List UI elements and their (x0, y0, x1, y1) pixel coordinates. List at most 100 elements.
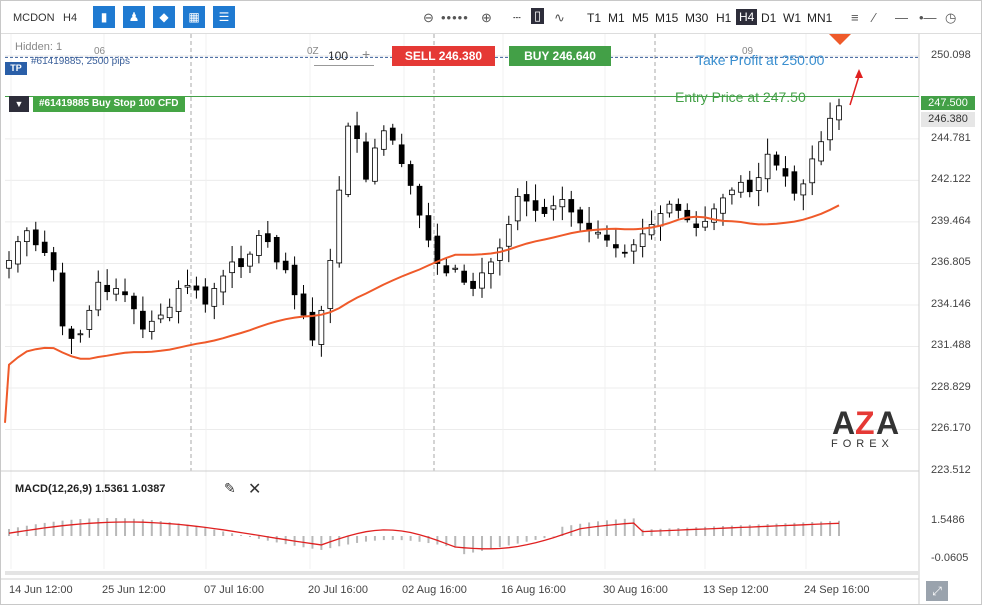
macd-histogram-bar (525, 536, 528, 542)
drawing-tools-icon[interactable]: ◆ (153, 6, 175, 28)
macd-histogram-bar (97, 518, 100, 536)
candle-body (639, 233, 646, 248)
macd-histogram-bar (373, 536, 376, 541)
symbol-label[interactable]: MCDON (13, 12, 55, 24)
buy-button[interactable]: BUY 246.640 (509, 46, 611, 66)
candle-body (452, 267, 459, 270)
tf-MN1[interactable]: MN1 (807, 11, 833, 25)
line-chart-icon[interactable]: ∿ (554, 10, 565, 25)
templates-icon[interactable]: ▦ (183, 6, 205, 28)
candle-body (113, 288, 119, 295)
price-tick-label: 239.464 (931, 214, 971, 227)
candle-body (166, 306, 173, 319)
macd-histogram-bar (570, 525, 573, 536)
macd-histogram-bar (356, 536, 359, 543)
tf-H1[interactable]: H1 (716, 11, 732, 25)
take-profit-tag[interactable]: TP (5, 62, 27, 75)
tf-M30[interactable]: M30 (685, 11, 709, 25)
macd-histogram-bar (257, 536, 260, 539)
macd-histogram-bar (829, 521, 832, 536)
macd-histogram-bar (561, 526, 564, 536)
zoom-out-icon[interactable]: ⊖ (423, 10, 434, 25)
macd-histogram-bar (88, 518, 91, 536)
close-icon[interactable]: ✕ (248, 481, 262, 498)
macd-histogram-bar (838, 520, 840, 536)
candle-body (175, 288, 182, 312)
macd-histogram-bar (61, 520, 64, 536)
candle-body (407, 164, 414, 186)
macd-histogram-bar (498, 536, 501, 548)
zoom-in-icon[interactable]: ⊕ (481, 10, 492, 25)
tf-W1[interactable]: W1 (783, 11, 801, 25)
tf-D1[interactable]: D1 (761, 11, 777, 25)
trendline-icon[interactable]: ∕ (873, 10, 876, 25)
macd-histogram-bar (132, 518, 135, 536)
candle-body (648, 224, 655, 236)
macd-histogram-bar (695, 527, 698, 536)
candle-body (41, 241, 48, 253)
macd-histogram-bar (106, 518, 109, 536)
candle-body (220, 275, 227, 293)
time-tick-label: 07 Jul 16:00 (204, 584, 264, 596)
candle-body (273, 236, 280, 263)
indicators-icon[interactable]: ♟ (123, 6, 145, 28)
macd-histogram-bar (677, 528, 680, 536)
macd-histogram-bar (311, 536, 314, 549)
price-tick-label: 223.512 (931, 464, 971, 476)
time-tick-label: 13 Sep 12:00 (703, 584, 769, 596)
bars-icon[interactable]: ┄ (513, 10, 521, 25)
candle-body (630, 244, 637, 252)
expand-icon[interactable]: ⤢ (926, 581, 948, 601)
candle-body (354, 125, 360, 140)
crosshair-icon[interactable]: •— (919, 10, 937, 25)
macd-histogram-bar (784, 523, 787, 536)
macd-histogram-bar (481, 536, 484, 551)
macd-histogram-bar (811, 522, 814, 536)
macd-histogram-bar (302, 536, 305, 548)
tf-M1[interactable]: M1 (608, 11, 625, 25)
candles-icon[interactable]: ▯ (531, 8, 545, 24)
time-tick-label: 25 Jun 12:00 (102, 584, 166, 596)
macd-histogram-bar (400, 536, 403, 541)
macd-histogram-bar (793, 522, 796, 536)
candle-body (95, 281, 102, 311)
candle-body (497, 247, 503, 261)
entry-price-tag: 247.500 (921, 96, 975, 110)
chart-type-icon[interactable]: ▮ (93, 6, 115, 28)
macd-histogram-bar (507, 536, 510, 546)
tf-M15[interactable]: M15 (655, 11, 679, 25)
candle-body (202, 286, 209, 305)
edit-pencil-icon[interactable]: ✎ (224, 480, 236, 496)
macd-histogram-bar (195, 526, 198, 536)
price-chart[interactable] (1, 34, 981, 604)
settings-icon[interactable]: ☰ (213, 6, 235, 28)
timer-icon[interactable]: ◷ (945, 10, 957, 25)
macd-histogram-bar (686, 527, 689, 536)
fibonacci-icon[interactable]: ≡ (851, 10, 859, 25)
period-separator-label: 09 (742, 46, 754, 57)
order-dropdown-icon[interactable]: ▼ (9, 96, 29, 112)
macd-histogram-bar (418, 536, 421, 542)
tf-M5[interactable]: M5 (632, 11, 649, 25)
candle-body (434, 235, 441, 264)
tf-H4[interactable]: H4 (736, 9, 758, 25)
macd-histogram-bar (704, 526, 707, 536)
candle-body (568, 199, 575, 213)
candle-body (532, 200, 539, 211)
macd-histogram-bar (141, 519, 144, 536)
zoom-slider-icon[interactable]: ••••• (441, 10, 469, 25)
horizontal-line-icon[interactable]: — (895, 10, 908, 25)
pending-order-label[interactable]: #61419885 Buy Stop 100 CFD (33, 96, 185, 112)
candle-body (15, 241, 21, 265)
current-price-tag: 246.380 (921, 112, 975, 127)
candle-body (398, 144, 405, 164)
macd-histogram-bar (730, 525, 733, 536)
sell-button[interactable]: SELL 246.380 (392, 46, 495, 66)
candle-body (327, 260, 334, 309)
tf-T1[interactable]: T1 (587, 11, 602, 25)
plus-icon[interactable]: + (362, 46, 371, 62)
macd-histogram-bar (409, 536, 412, 541)
period-label[interactable]: H4 (63, 12, 78, 24)
quantity-input[interactable]: 100 + (314, 46, 374, 66)
